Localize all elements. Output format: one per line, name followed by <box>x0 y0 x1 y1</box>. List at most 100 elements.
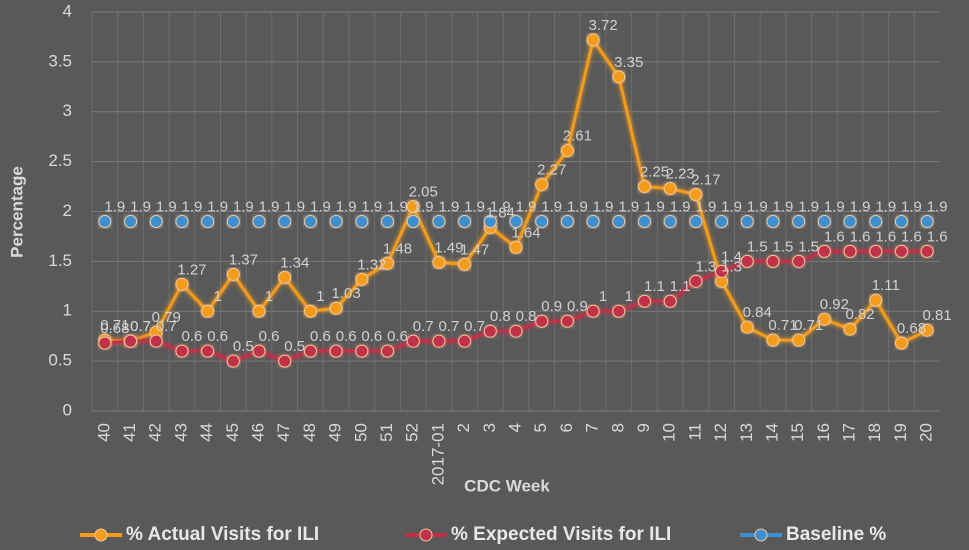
data-label: 1.48 <box>383 240 412 257</box>
data-label: 1.9 <box>490 198 511 215</box>
data-label: 1.27 <box>177 261 206 278</box>
data-label: 1.9 <box>182 198 203 215</box>
data-point <box>458 334 472 348</box>
data-point <box>483 324 497 338</box>
data-point <box>612 70 626 84</box>
data-point <box>715 214 729 228</box>
data-point <box>894 214 908 228</box>
data-label: 2.05 <box>409 183 438 200</box>
data-label: 1 <box>599 288 607 305</box>
data-label: 1.9 <box>593 198 614 215</box>
x-tick-label: 12 <box>711 423 730 442</box>
data-point <box>406 334 420 348</box>
data-label: 1.64 <box>511 224 540 241</box>
data-label: 1.6 <box>875 228 896 245</box>
data-point <box>509 240 523 254</box>
data-label: 1.37 <box>229 251 258 268</box>
data-label: 0.6 <box>259 328 280 345</box>
data-label: 1 <box>213 288 221 305</box>
data-point <box>792 333 806 347</box>
data-point <box>432 255 446 269</box>
data-point <box>458 257 472 271</box>
data-point <box>381 214 395 228</box>
x-tick-label: 2 <box>454 423 473 432</box>
data-point <box>817 244 831 258</box>
data-label: 1.9 <box>233 198 254 215</box>
data-point <box>355 272 369 286</box>
data-point <box>869 214 883 228</box>
data-point <box>843 322 857 336</box>
data-label: 1.3 <box>695 258 716 275</box>
x-tick-label: 44 <box>197 423 216 442</box>
data-label: 1.84 <box>486 204 515 221</box>
data-label: 1.49 <box>434 239 463 256</box>
data-point <box>920 214 934 228</box>
data-point <box>149 214 163 228</box>
x-axis-title: CDC Week <box>464 476 550 495</box>
y-tick-label: 1.5 <box>48 251 72 270</box>
data-label: 0.5 <box>284 338 305 355</box>
x-tick-label: 3 <box>480 423 499 432</box>
data-point <box>252 344 266 358</box>
data-label: 0.9 <box>541 298 562 315</box>
data-point <box>175 344 189 358</box>
data-label: 0.6 <box>182 328 203 345</box>
data-point <box>201 304 215 318</box>
data-label: 1.9 <box>259 198 280 215</box>
data-label: 0.6 <box>336 328 357 345</box>
data-label: 1.3 <box>721 258 742 275</box>
data-point <box>98 336 112 350</box>
data-label: 1.9 <box>901 198 922 215</box>
y-tick-label: 4 <box>63 1 72 20</box>
data-point <box>560 214 574 228</box>
data-label: 1.9 <box>644 198 665 215</box>
data-label: 1.9 <box>850 198 871 215</box>
data-point <box>920 323 934 337</box>
data-label: 1.9 <box>516 198 537 215</box>
data-label: 2.17 <box>691 172 720 189</box>
x-tick-label: 18 <box>865 423 884 442</box>
data-label: 1.9 <box>413 198 434 215</box>
data-label: 1.03 <box>332 285 361 302</box>
data-point <box>303 344 317 358</box>
data-label: 0.82 <box>845 306 874 323</box>
data-point <box>843 244 857 258</box>
data-point <box>381 344 395 358</box>
data-label: 1.4 <box>721 248 742 265</box>
legend-label: % Actual Visits for ILI <box>126 524 319 545</box>
data-label: 0.7 <box>156 318 177 335</box>
data-label: 1.5 <box>798 238 819 255</box>
data-label: 2.23 <box>666 166 695 183</box>
data-point <box>535 214 549 228</box>
data-label: 0.71 <box>768 317 797 334</box>
data-point <box>792 254 806 268</box>
legend-item: % Expected Visits for ILI <box>405 524 671 545</box>
data-point <box>329 214 343 228</box>
x-tick-label: 19 <box>891 423 910 442</box>
x-tick-label: 41 <box>120 423 139 442</box>
data-point <box>175 277 189 291</box>
data-label: 0.68 <box>897 320 926 337</box>
data-point <box>920 244 934 258</box>
data-label: 0.6 <box>361 328 382 345</box>
data-label: 1.11 <box>872 277 900 294</box>
data-point <box>175 214 189 228</box>
x-tick-label: 20 <box>917 423 936 442</box>
legend-item: % Actual Visits for ILI <box>80 524 319 545</box>
x-tick-label: 47 <box>274 423 293 442</box>
data-point <box>766 333 780 347</box>
y-tick-label: 3 <box>63 101 72 120</box>
data-label: 1 <box>625 288 633 305</box>
y-tick-label: 1 <box>63 301 72 320</box>
data-point <box>792 214 806 228</box>
data-label: 0.7 <box>130 318 151 335</box>
data-label: 1.9 <box>875 198 896 215</box>
data-point <box>149 334 163 348</box>
y-tick-label: 0 <box>63 400 72 419</box>
data-label: 1.9 <box>695 198 716 215</box>
data-label: 1.9 <box>104 198 125 215</box>
data-label: 0.6 <box>310 328 331 345</box>
x-tick-label: 43 <box>171 423 190 442</box>
data-point <box>637 180 651 194</box>
